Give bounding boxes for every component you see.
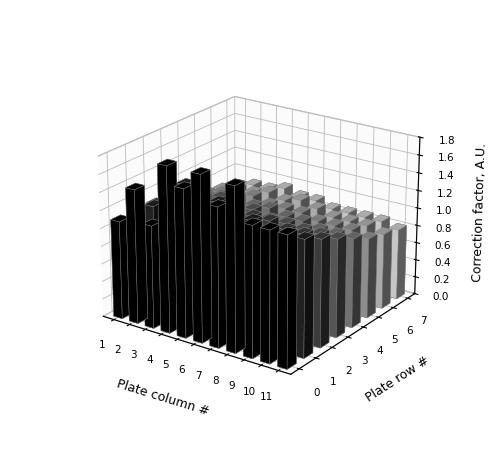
X-axis label: Plate column #: Plate column # (116, 377, 211, 418)
Y-axis label: Plate row #: Plate row # (364, 354, 432, 404)
